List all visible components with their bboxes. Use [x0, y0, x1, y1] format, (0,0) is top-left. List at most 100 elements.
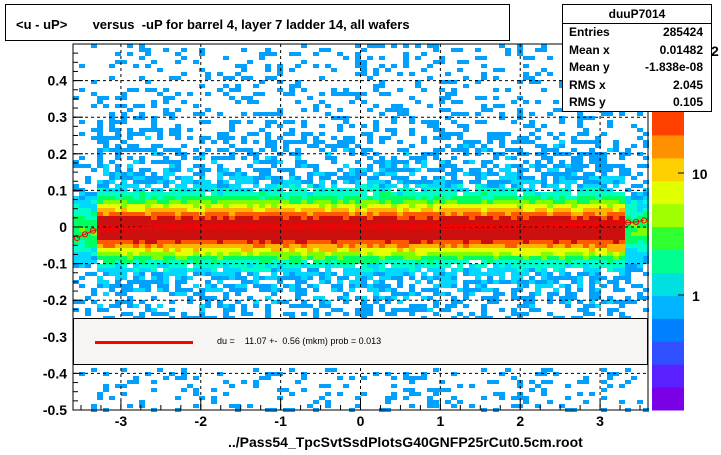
heatmap-cell [523, 64, 529, 68]
heatmap-cell [223, 200, 229, 204]
heatmap-cell [469, 244, 475, 248]
heatmap-cell [193, 196, 199, 200]
heatmap-cell [97, 236, 103, 240]
heatmap-cell [589, 200, 595, 204]
heatmap-cell [217, 88, 223, 92]
heatmap-cell [433, 232, 439, 236]
heatmap-cell [595, 200, 601, 204]
heatmap-cell [433, 252, 439, 256]
heatmap-cell [247, 180, 253, 184]
heatmap-cell [103, 252, 109, 256]
heatmap-cell [475, 244, 481, 248]
heatmap-cell [217, 112, 223, 116]
heatmap-cell [145, 220, 151, 224]
heatmap-cell [235, 240, 241, 244]
profile-point [313, 223, 320, 231]
heatmap-cell [391, 120, 397, 124]
heatmap-cell [361, 100, 367, 104]
heatmap-cell [175, 108, 181, 112]
heatmap-cell [493, 280, 499, 284]
heatmap-cell [445, 284, 451, 288]
heatmap-cell [229, 96, 235, 100]
heatmap-cell [433, 288, 439, 292]
heatmap-cell [163, 256, 169, 260]
heatmap-cell [343, 56, 349, 60]
heatmap-cell [109, 112, 115, 116]
heatmap-cell [247, 228, 253, 232]
heatmap-cell [385, 248, 391, 252]
heatmap-cell [559, 164, 565, 168]
heatmap-cell [349, 172, 355, 176]
heatmap-cell [541, 192, 547, 196]
heatmap-cell [625, 216, 631, 220]
heatmap-cell [121, 112, 127, 116]
heatmap-cell [85, 256, 91, 260]
heatmap-cell [313, 104, 319, 108]
heatmap-cell [169, 148, 175, 152]
heatmap-cell [355, 244, 361, 248]
heatmap-cell [115, 120, 121, 124]
heatmap-cell [373, 248, 379, 252]
heatmap-cell [433, 44, 439, 48]
heatmap-cell [217, 304, 223, 308]
heatmap-cell [151, 260, 157, 264]
heatmap-cell [643, 180, 649, 184]
heatmap-cell [553, 252, 559, 256]
heatmap-cell [541, 224, 547, 228]
heatmap-cell [397, 300, 403, 304]
heatmap-cell [199, 296, 205, 300]
color-scale-segment [652, 203, 684, 228]
heatmap-cell [157, 312, 163, 316]
heatmap-cell [199, 252, 205, 256]
heatmap-cell [463, 208, 469, 212]
heatmap-cell [439, 268, 445, 272]
heatmap-cell [433, 388, 439, 392]
heatmap-cell [181, 268, 187, 272]
heatmap-cell [85, 224, 91, 228]
heatmap-cell [241, 244, 247, 248]
heatmap-cell [103, 240, 109, 244]
heatmap-cell [241, 276, 247, 280]
heatmap-cell [391, 288, 397, 292]
heatmap-cell [103, 308, 109, 312]
heatmap-cell [613, 180, 619, 184]
heatmap-cell [589, 236, 595, 240]
heatmap-cell [613, 280, 619, 284]
heatmap-cell [493, 240, 499, 244]
heatmap-cell [283, 212, 289, 216]
x-tick-label: 1 [436, 413, 444, 429]
heatmap-cell [373, 200, 379, 204]
heatmap-cell [451, 132, 457, 136]
heatmap-cell [373, 220, 379, 224]
heatmap-cell [445, 208, 451, 212]
heatmap-cell [229, 272, 235, 276]
heatmap-cell [463, 76, 469, 80]
heatmap-cell [607, 300, 613, 304]
heatmap-cell [151, 144, 157, 148]
heatmap-cell [493, 268, 499, 272]
heatmap-cell [121, 272, 127, 276]
heatmap-cell [547, 260, 553, 264]
heatmap-cell [631, 192, 637, 196]
heatmap-cell [163, 228, 169, 232]
heatmap-cell [361, 204, 367, 208]
heatmap-cell [487, 296, 493, 300]
heatmap-cell [277, 252, 283, 256]
heatmap-cell [289, 252, 295, 256]
heatmap-cell [493, 88, 499, 92]
heatmap-cell [205, 108, 211, 112]
heatmap-cell [547, 224, 553, 228]
heatmap-cell [379, 184, 385, 188]
heatmap-cell [253, 268, 259, 272]
heatmap-cell [469, 232, 475, 236]
heatmap-cell [361, 232, 367, 236]
heatmap-cell [487, 280, 493, 284]
heatmap-cell [355, 248, 361, 252]
heatmap-cell [469, 264, 475, 268]
heatmap-cell [163, 192, 169, 196]
heatmap-cell [121, 268, 127, 272]
heatmap-cell [289, 368, 295, 372]
heatmap-cell [265, 224, 271, 228]
heatmap-cell [553, 196, 559, 200]
heatmap-cell [595, 184, 601, 188]
